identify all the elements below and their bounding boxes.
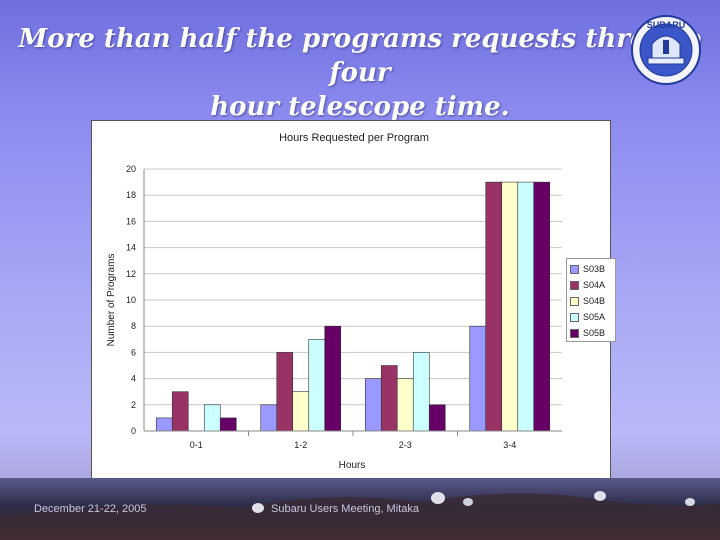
y-tick-label: 2 [131, 400, 136, 410]
y-tick-label: 0 [131, 426, 136, 436]
chart-bars [155, 181, 551, 432]
chart-title: Hours Requested per Program [279, 132, 429, 144]
legend-swatch [570, 296, 579, 306]
legend-label: S04B [583, 296, 606, 306]
bar-s05b-3-4 [533, 181, 551, 432]
y-tick-label: 12 [126, 269, 136, 279]
y-tick-label: 18 [126, 190, 136, 200]
slide-title-line-1: More than half the programs requests thr… [18, 24, 702, 88]
legend-swatch [570, 280, 579, 290]
slide-title: More than half the programs requests thr… [0, 22, 720, 124]
y-tick-label: 6 [131, 347, 136, 357]
chart: Hours Requested per Program Number of Pr… [91, 120, 611, 480]
bar-s05b-0-1 [219, 417, 237, 432]
bar-s04a-0-1 [171, 391, 189, 432]
footer-date: December 21-22, 2005 [34, 503, 147, 515]
legend-item-s04a: S04A [570, 277, 613, 293]
bar-s03b-2-3 [364, 378, 382, 432]
y-tick-label: 10 [126, 295, 136, 305]
bar-s03b-0-1 [155, 417, 173, 432]
y-axis-label: Number of Programs [106, 254, 117, 347]
legend-label: S05B [583, 328, 606, 338]
legend-label: S05A [583, 312, 606, 322]
bar-s05a-0-1 [203, 404, 221, 432]
bar-s05b-1-2 [324, 325, 342, 432]
bar-s04a-2-3 [380, 365, 398, 432]
legend-swatch [570, 312, 579, 322]
mountain-silhouette [0, 491, 720, 540]
bar-s05a-2-3 [412, 352, 430, 432]
x-tick-label: 0-1 [190, 440, 203, 450]
legend-swatch [570, 328, 579, 338]
chart-legend: S03B S04A S04B S05A S05B [566, 258, 616, 342]
bar-s05a-3-4 [517, 181, 535, 432]
bar-s04a-3-4 [485, 181, 503, 432]
x-tick-label: 2-3 [399, 440, 412, 450]
slide-title-line-2: hour telescope time. [210, 92, 510, 122]
x-tick-label: 1-2 [294, 440, 307, 450]
y-tick-label: 20 [126, 164, 136, 174]
logo-text: SUBARU [647, 20, 686, 30]
x-tick-label: 3-4 [503, 440, 516, 450]
legend-item-s04b: S04B [570, 293, 613, 309]
y-tick-label: 4 [131, 374, 136, 384]
bar-s04b-2-3 [396, 378, 414, 432]
y-tick-label: 16 [126, 216, 136, 226]
bar-s05a-1-2 [308, 339, 326, 432]
legend-label: S03B [583, 264, 606, 274]
y-tick-label: 14 [126, 243, 136, 253]
bar-s04b-3-4 [501, 181, 519, 432]
chart-axes: 0 2 4 6 8 10 12 14 16 18 20 0-1 1-2 2-3 3-4 [126, 164, 562, 450]
bar-s04a-1-2 [276, 352, 294, 432]
bar-s03b-1-2 [260, 404, 278, 432]
legend-swatch [570, 264, 579, 274]
footer-event: Subaru Users Meeting, Mitaka [271, 503, 419, 515]
bar-s03b-3-4 [469, 325, 487, 432]
legend-item-s05b: S05B [570, 325, 613, 341]
legend-label: S04A [583, 280, 606, 290]
legend-item-s03b: S03B [570, 261, 613, 277]
legend-item-s05a: S05A [570, 309, 613, 325]
bar-s04b-1-2 [292, 391, 310, 432]
subaru-logo: SUBARU [631, 15, 701, 85]
bar-s05b-2-3 [428, 404, 446, 432]
chart-canvas: Hours Requested per Program Number of Pr… [106, 132, 562, 471]
y-tick-label: 8 [131, 321, 136, 331]
x-axis-label: Hours [339, 460, 366, 471]
